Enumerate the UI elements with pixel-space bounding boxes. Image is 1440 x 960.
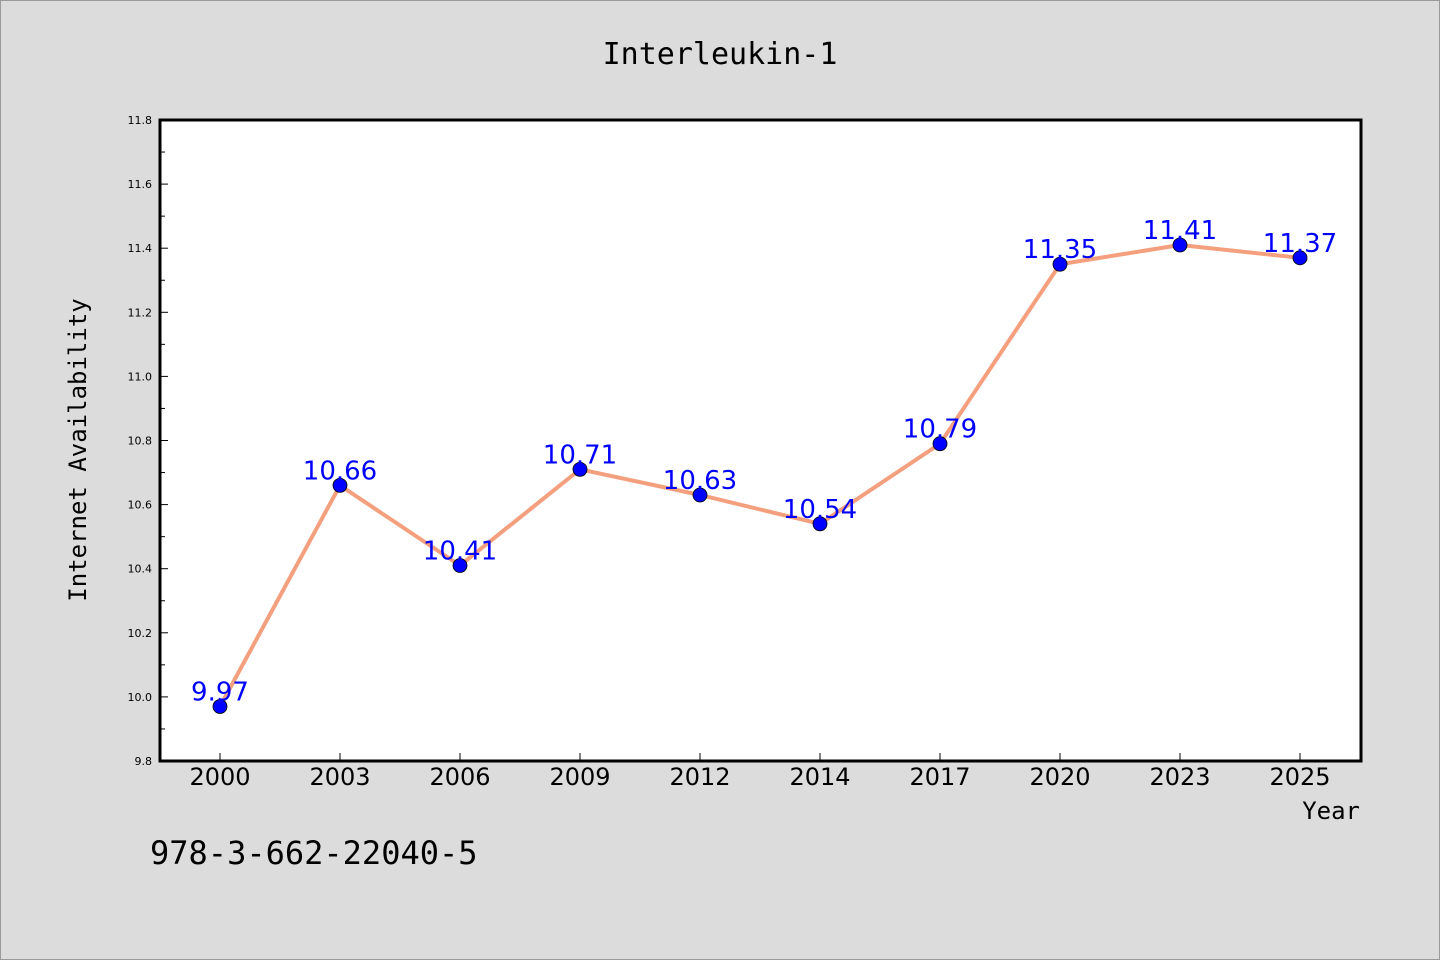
- data-label: 10.79: [903, 415, 977, 445]
- y-tick-label: 11.2: [128, 306, 153, 319]
- x-tick-label: 2017: [909, 763, 970, 791]
- x-tick-label: 2025: [1269, 763, 1330, 791]
- x-tick-label: 2003: [309, 763, 370, 791]
- data-label: 11.41: [1143, 216, 1217, 246]
- data-point-marker: [572, 461, 588, 477]
- data-label: 10.54: [783, 495, 857, 525]
- data-point-marker: [1292, 250, 1308, 266]
- plot-area: [160, 120, 1361, 761]
- data-point-marker: [1052, 256, 1068, 272]
- y-axis-ticks: 9.8 10.0 10.2 10.4 10.6 10.8 11.0 11.2 11.4 11.6 1…: [128, 114, 168, 768]
- series-line: [212, 237, 1308, 714]
- y-axis-label: Internet Availability: [64, 298, 92, 601]
- y-tick-label: 11.8: [128, 114, 153, 127]
- data-point-marker: [1172, 237, 1188, 253]
- data-label: 9.97: [191, 678, 249, 708]
- y-tick-label: 11.0: [128, 370, 153, 383]
- y-tick-label: 10.2: [128, 627, 153, 640]
- data-labels: 9.97 10.66 10.41 10.71 10.63 10.54 10.79 11.35 1…: [191, 216, 1337, 708]
- y-tick-label: 10.0: [128, 691, 153, 704]
- x-tick-label: 2023: [1149, 763, 1210, 791]
- x-tick-label: 2014: [789, 763, 850, 791]
- series-polyline: [218, 242, 1301, 708]
- x-tick-label: 2020: [1029, 763, 1090, 791]
- x-axis-label: Year: [1302, 797, 1360, 825]
- plot-border: [158, 118, 1363, 763]
- data-label: 11.35: [1023, 235, 1097, 265]
- chart-title: Interleukin-1: [603, 37, 838, 72]
- data-label: 10.41: [423, 536, 497, 566]
- data-point-marker: [932, 436, 948, 452]
- y-tick-label: 10.8: [128, 435, 153, 448]
- x-tick-label: 2009: [549, 763, 610, 791]
- data-point-marker: [812, 516, 828, 532]
- data-point-marker: [692, 487, 708, 503]
- x-tick-label: 2000: [189, 763, 250, 791]
- data-point-marker: [332, 477, 348, 493]
- y-tick-label: 11.6: [128, 178, 153, 191]
- data-label: 10.71: [543, 440, 617, 470]
- x-axis-ticks: 2000 2003 2006 2009 2012 2014 2017 2020 2023 2025: [189, 753, 1331, 791]
- x-tick-label: 2012: [669, 763, 730, 791]
- y-tick-label: 10.4: [128, 563, 153, 576]
- data-label: 10.66: [303, 456, 377, 486]
- data-point-marker: [212, 699, 228, 714]
- data-point-marker: [452, 558, 468, 573]
- data-label: 10.63: [663, 466, 737, 496]
- y-tick-label: 9.8: [135, 755, 153, 768]
- y-tick-label: 11.4: [128, 242, 153, 255]
- y-tick-label: 10.6: [128, 499, 153, 512]
- data-label: 11.37: [1263, 229, 1337, 259]
- x-tick-label: 2006: [429, 763, 490, 791]
- isbn-annotation: 978-3-662-22040-5: [150, 834, 478, 872]
